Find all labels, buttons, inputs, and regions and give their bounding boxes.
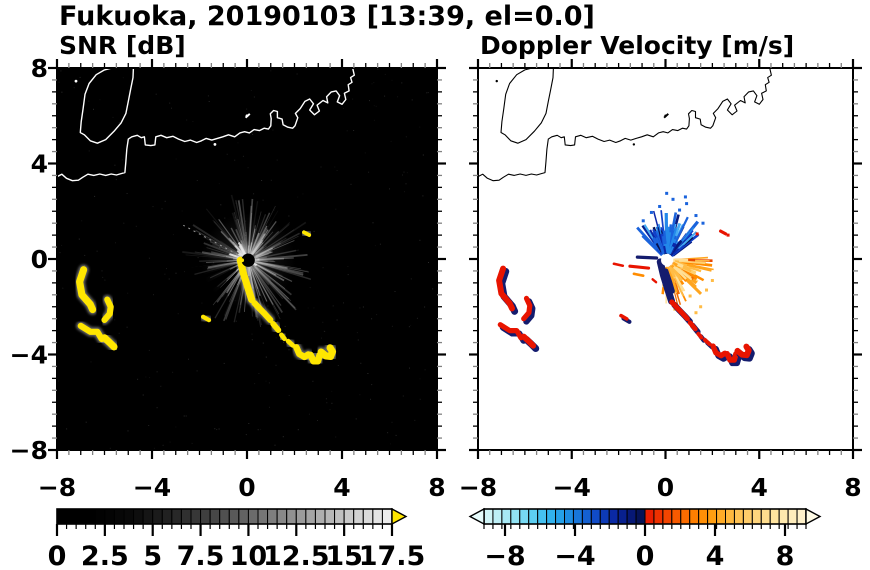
x-tick-label: 4	[751, 473, 768, 502]
x-tick-label: 0	[657, 473, 674, 502]
velocity-overflow-arrow	[805, 507, 822, 526]
velocity-radar-center	[661, 254, 673, 266]
velocity-colorbar: −8 −4 0 4 8	[468, 507, 822, 570]
snr-map-panel	[57, 68, 437, 450]
x-tick-label: 4	[333, 473, 350, 502]
snr-colorbar-label: 0	[48, 541, 67, 570]
y-tick-label: −4	[10, 341, 48, 370]
velocity-coastline	[478, 68, 772, 182]
snr-coastline	[57, 68, 355, 182]
velocity-colorbar-label: 0	[636, 541, 655, 570]
snr-colorbar-label: 7.5	[177, 541, 225, 570]
snr-overflow-arrow	[391, 507, 408, 526]
snr-radar-center	[241, 253, 255, 267]
snr-colorbar-label: 12.5	[263, 541, 330, 570]
velocity-underflow-arrow	[468, 507, 485, 526]
velocity-colorbar-label: −4	[554, 541, 595, 570]
velocity-map-panel	[478, 68, 853, 450]
x-tick-label: −8	[459, 473, 497, 502]
snr-colorbar-label: 15	[325, 541, 363, 570]
snr-panel-title: SNR [dB]	[59, 31, 186, 60]
velocity-colorbar-label: 8	[776, 541, 795, 570]
snr-colorbar-label: 17.5	[359, 541, 426, 570]
velocity-panel-title: Doppler Velocity [m/s]	[480, 31, 795, 60]
y-tick-label: 8	[31, 54, 48, 83]
y-tick-label: 4	[31, 150, 48, 179]
velocity-map-content	[478, 68, 772, 367]
figure-title: Fukuoka, 20190103 [13:39, el=0.0]	[59, 1, 595, 32]
axes-ticks-labels: −8 −4 0 4 8 8 4 0 −4 −8 −8 −4 0 4 8	[10, 54, 862, 502]
y-tick-label: 0	[31, 245, 48, 274]
x-tick-label: 8	[428, 473, 445, 502]
x-tick-label: −4	[133, 473, 171, 502]
velocity-colorbar-label: 4	[706, 541, 725, 570]
y-tick-label: −8	[10, 436, 48, 465]
snr-colorbar-label: 2.5	[81, 541, 129, 570]
velocity-colorbar-label: −8	[484, 541, 525, 570]
x-tick-label: −8	[38, 473, 76, 502]
snr-colorbar-label: 10	[230, 541, 268, 570]
x-tick-label: 0	[238, 473, 255, 502]
x-tick-label: 8	[844, 473, 861, 502]
x-tick-label: −4	[553, 473, 591, 502]
snr-colorbar-label: 5	[143, 541, 162, 570]
snr-map-content	[57, 68, 434, 449]
